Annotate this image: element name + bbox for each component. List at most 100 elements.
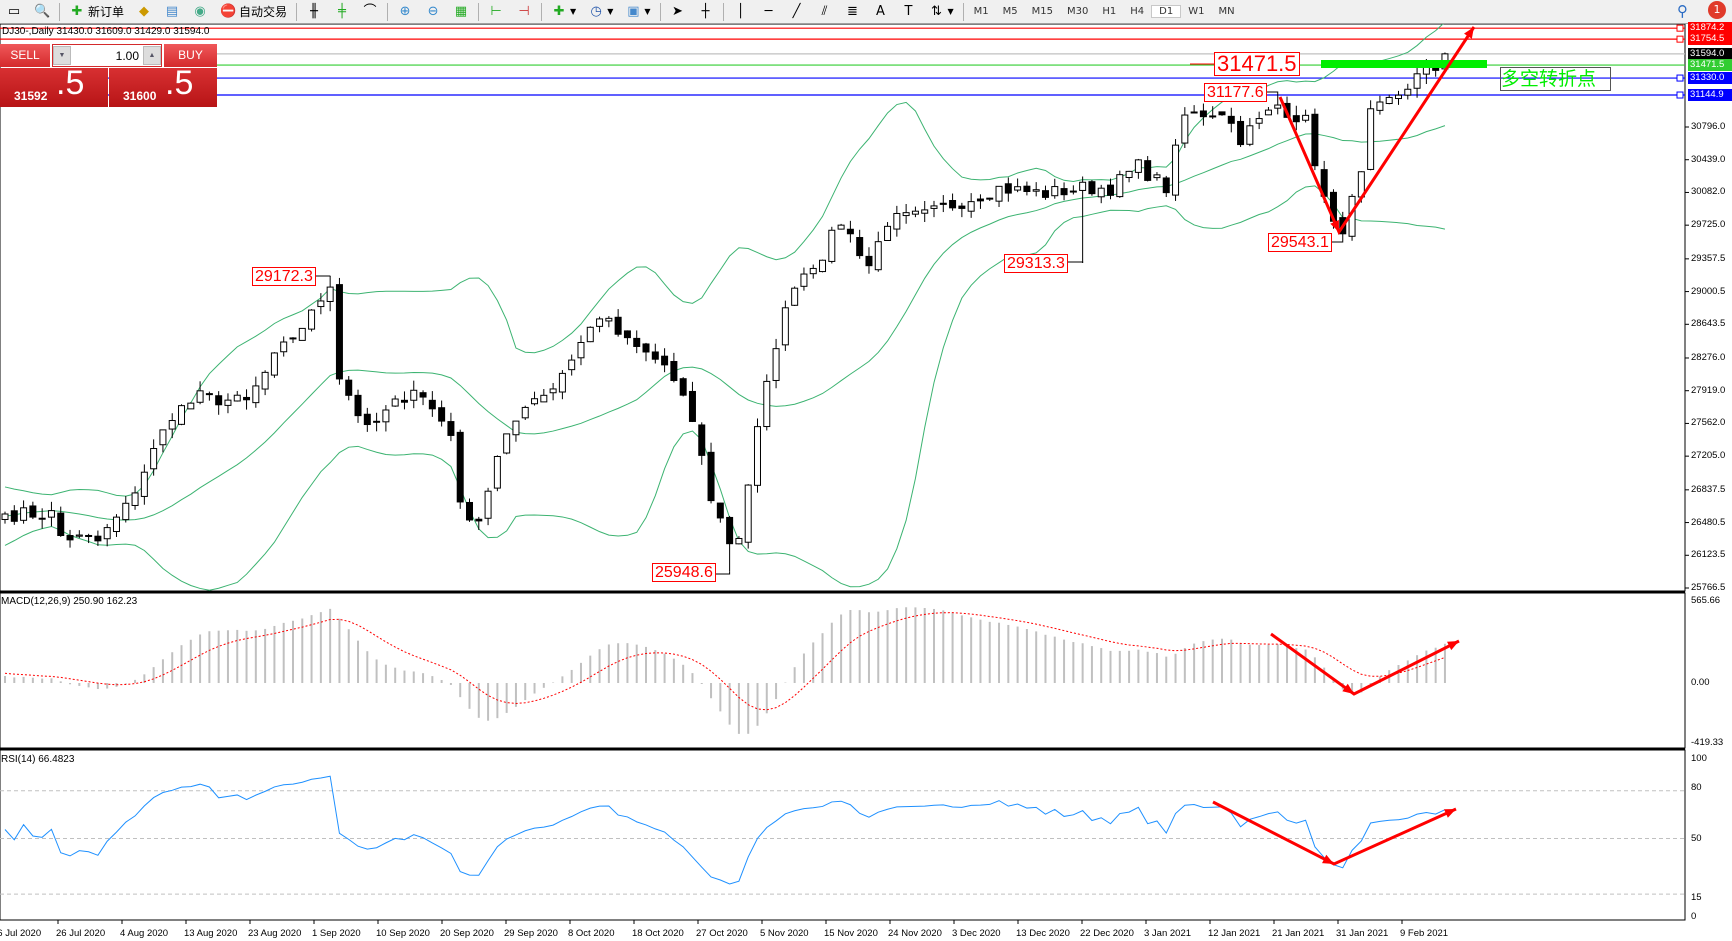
candle-bull <box>1181 114 1189 144</box>
date-axis-label: 23 Aug 2020 <box>248 928 302 939</box>
timeframe-d1[interactable]: D1 <box>1151 5 1182 18</box>
fibonacci-button[interactable]: ≣ <box>839 1 867 23</box>
annotation-low-label[interactable]: 25948.6 <box>652 563 716 582</box>
candle-bull <box>1255 118 1263 124</box>
candle-bull <box>1032 189 1040 192</box>
crosshair-button[interactable]: ┼ <box>692 1 720 23</box>
lot-decrease-button[interactable]: ▼ <box>53 46 71 65</box>
trendline-button[interactable]: ╱ <box>783 1 811 23</box>
candle-bull <box>20 507 28 521</box>
level-handle <box>1676 35 1684 43</box>
horizontal-line-button[interactable]: ─ <box>755 1 783 23</box>
lot-size-input[interactable]: 1.00 <box>115 48 139 63</box>
candle-bull <box>781 307 789 346</box>
separator <box>722 2 724 21</box>
date-axis-label: 10 Sep 2020 <box>376 928 430 939</box>
level-handle <box>1676 24 1684 32</box>
date-axis-label: 4 Aug 2020 <box>120 928 169 939</box>
candle-bear <box>1004 183 1012 194</box>
text-button[interactable]: A <box>867 1 895 23</box>
new-order-button[interactable]: ✚ 新订单 <box>63 1 130 23</box>
candle-bear <box>456 431 464 503</box>
timeframe-h1[interactable]: H1 <box>1102 6 1117 17</box>
date-axis-label: 9 Feb 2021 <box>1400 928 1449 939</box>
chart-shift-button[interactable]: ⊣ <box>510 1 538 23</box>
metaeditor-button[interactable]: ◆ <box>130 1 158 23</box>
candle-bear <box>1023 185 1031 193</box>
annotation-low-label[interactable]: 29313.3 <box>1004 254 1068 273</box>
date-axis-label: 13 Aug 2020 <box>184 928 238 939</box>
timeframe-m1[interactable]: M1 <box>973 6 989 17</box>
annotation-level-label[interactable]: 31471.5 <box>1214 52 1300 76</box>
line-chart-button[interactable]: ⌒ <box>356 1 384 23</box>
candle-bull <box>1116 174 1124 198</box>
bar-chart-icon: ╫ <box>310 3 318 19</box>
price-axis-label: 27562.0 <box>1691 417 1726 429</box>
candle-bear <box>475 518 483 522</box>
timeframe-w1[interactable]: W1 <box>1188 6 1205 17</box>
rsi-label: RSI(14) 66.4823 <box>1 754 75 765</box>
annotation-low-label[interactable]: 29543.1 <box>1268 233 1332 252</box>
timeframe-h4[interactable]: H4 <box>1130 6 1145 17</box>
buy-price[interactable]: 31600 .5 <box>109 64 217 107</box>
auto-trading-button[interactable]: ⛔ 自动交易 <box>214 1 293 23</box>
level-tag: 31330.0 <box>1688 72 1732 85</box>
periods-button[interactable]: ◷ ▼ <box>582 1 619 23</box>
buy-button[interactable]: BUY <box>164 44 217 67</box>
dropdown-arrow-icon: ▼ <box>644 7 651 16</box>
annotation-high-label[interactable]: 31177.6 <box>1204 83 1267 102</box>
candle-bull <box>1125 170 1133 179</box>
zoom-in-button[interactable]: ⊕ <box>391 1 419 23</box>
rsi-axis-15: 15 <box>1691 892 1702 903</box>
arrows-button[interactable]: ⇅ ▼ <box>923 1 960 23</box>
chart-canvas[interactable] <box>0 24 1732 941</box>
timeframe-mn[interactable]: MN <box>1218 6 1235 17</box>
timeframe-m15[interactable]: M15 <box>1031 6 1054 17</box>
templates-button[interactable]: ▣ ▼ <box>619 1 656 23</box>
candle-bull <box>911 210 919 215</box>
zoom-in-icon: ⊕ <box>399 3 411 19</box>
candle-bull <box>1422 66 1430 75</box>
candle-bull <box>1404 88 1412 96</box>
sell-price[interactable]: 31592 .5 <box>0 64 108 107</box>
candlestick-button[interactable]: ╪ <box>328 1 356 23</box>
candle-bull <box>1097 187 1105 198</box>
annotation-high-label[interactable]: 29172.3 <box>252 267 316 286</box>
zoom-out-icon: ⊖ <box>427 3 439 19</box>
signals-button[interactable]: ◉ <box>186 1 214 23</box>
search-icon[interactable]: ⚲ <box>1677 2 1688 20</box>
date-axis-label: 3 Dec 2020 <box>952 928 1001 939</box>
candle-bear <box>1069 190 1077 193</box>
sell-button[interactable]: SELL <box>0 44 50 67</box>
terminal-button[interactable]: ▤ <box>158 1 186 23</box>
price-axis-label: 25766.5 <box>1691 582 1726 593</box>
text-label-button[interactable]: T <box>895 1 923 23</box>
lot-increase-button[interactable]: ▲ <box>143 46 161 65</box>
candle-bull <box>1376 101 1384 111</box>
autoscroll-button[interactable]: ⊢ <box>482 1 510 23</box>
vertical-line-button[interactable]: │ <box>727 1 755 23</box>
new-chart-button[interactable]: ▭ <box>0 1 28 23</box>
trendline-icon: ╱ <box>792 3 801 19</box>
zoom-out-button[interactable]: ⊖ <box>419 1 447 23</box>
candle-bull <box>837 224 845 230</box>
timeframe-m5[interactable]: M5 <box>1002 6 1018 17</box>
turning-point-note[interactable]: 多空转折点 <box>1500 67 1611 91</box>
candle-bull <box>884 225 892 242</box>
candle-bear <box>1088 181 1096 195</box>
navigator-button[interactable]: 🔍 <box>28 1 56 23</box>
candle-bull <box>391 398 399 407</box>
tile-windows-button[interactable]: ▦ <box>447 1 475 23</box>
notification-badge[interactable]: 1 <box>1708 1 1726 19</box>
macd-panel-frame <box>0 592 1686 749</box>
candle-bull <box>103 527 111 540</box>
candle-bull <box>874 241 882 271</box>
price-axis-label: 28643.5 <box>1691 318 1726 330</box>
candle-bear <box>651 351 659 360</box>
indicators-button[interactable]: ✚ ▼ <box>545 1 582 23</box>
channel-button[interactable]: ⫽ <box>811 1 839 23</box>
timeframe-m30[interactable]: M30 <box>1067 6 1089 17</box>
cursor-button[interactable]: ➤ <box>664 1 692 23</box>
bar-chart-button[interactable]: ╫ <box>300 1 328 23</box>
rsi-v-arrow-head <box>1444 809 1456 818</box>
